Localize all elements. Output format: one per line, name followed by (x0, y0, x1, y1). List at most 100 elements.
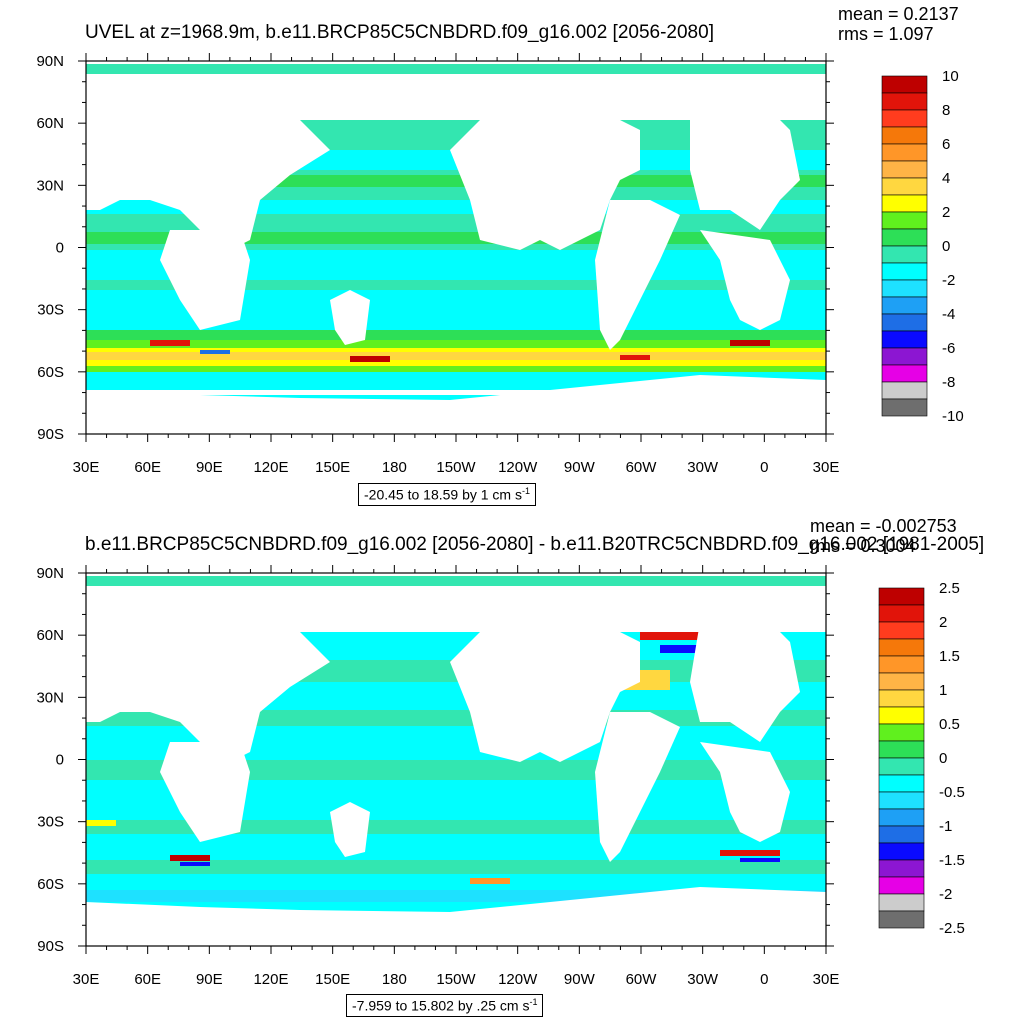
colorbar-label: 10 (942, 68, 959, 85)
colorbar-box (878, 808, 925, 827)
colorbar-label: -4 (942, 306, 955, 323)
colorbar-label: -2.5 (939, 920, 965, 937)
x-tick-label: 30E (73, 971, 100, 988)
x-tick-label: 120E (253, 459, 288, 476)
colorbar-box (878, 825, 925, 844)
colorbar-label: -8 (942, 374, 955, 391)
colorbar-box (878, 638, 925, 657)
colorbar-box (878, 604, 925, 623)
colorbar-label: -10 (942, 408, 964, 425)
panel2-axes: 30E 60E 90E 120E 150E 180 150W 120W 90W 60W 30W 0 30… (36, 565, 839, 988)
colorbar-box (878, 723, 925, 742)
panel1-axes: 30E 60E 90E 120E 150E 180 150W 120W 90W 60W 30W 0 30… (36, 53, 839, 476)
colorbar-box (878, 910, 925, 929)
x-tick-label: 90E (196, 971, 223, 988)
y-tick-label: 30S (37, 814, 64, 831)
y-tick-label: 30N (36, 177, 64, 194)
colorbar-box (878, 859, 925, 878)
x-tick-label: 30W (687, 971, 719, 988)
panel1-rms: rms = 1.097 (838, 24, 934, 44)
x-tick-label: 60W (626, 459, 658, 476)
colorbar-box (878, 706, 925, 725)
x-tick-label: 150E (315, 971, 350, 988)
x-tick-label: 90W (564, 459, 596, 476)
x-tick-label: 180 (382, 971, 407, 988)
colorbar-label: 8 (942, 102, 950, 119)
x-tick-label: 30E (73, 459, 100, 476)
colorbar-label: 6 (942, 136, 950, 153)
x-tick-label: 60E (134, 459, 161, 476)
x-tick-label: 30W (687, 459, 719, 476)
y-tick-label: 60S (37, 364, 64, 381)
y-tick-label: 90N (36, 53, 64, 70)
colorbar-label: 0 (942, 238, 950, 255)
colorbar-box (878, 672, 925, 691)
colorbar-box (878, 587, 925, 606)
colorbar-label: 4 (942, 170, 950, 187)
y-tick-label: 60N (36, 115, 64, 132)
colorbar-label: -2 (942, 272, 955, 289)
colorbar-box (878, 740, 925, 759)
panel2-range-sup: -1 (529, 997, 538, 1007)
colorbar-label: 0 (939, 750, 947, 767)
panel1-title: UVEL at z=1968.9m, b.e11.BRCP85C5CNBDRD.… (85, 22, 714, 43)
colorbar-box (878, 893, 925, 912)
colorbar-label: 2.5 (939, 580, 960, 597)
colorbar-box (878, 655, 925, 674)
panel2-mean: mean = -0.002753 (810, 516, 957, 536)
colorbar-label: 2 (942, 204, 950, 221)
colorbar-box (878, 757, 925, 776)
y-tick-label: 60S (37, 876, 64, 893)
y-tick-label: 90S (37, 938, 64, 955)
panel1-range-sup: -1 (521, 486, 530, 496)
x-tick-label: 120E (253, 971, 288, 988)
panel2-rms: rms = 0.3004 (810, 536, 916, 556)
y-tick-label: 0 (56, 240, 64, 257)
y-tick-label: 0 (56, 752, 64, 769)
x-tick-label: 120W (498, 971, 538, 988)
panel1-range-text: -20.45 to 18.59 by 1 cm s (364, 486, 522, 503)
x-tick-label: 90W (564, 971, 596, 988)
x-tick-label: 0 (760, 971, 768, 988)
colorbar-label: 1 (939, 682, 947, 699)
x-tick-label: 150E (315, 459, 350, 476)
colorbar-label: 1.5 (939, 648, 960, 665)
panel2-colorbar: 2.5 2 1.5 1 0.5 0 -0.5 -1 -1.5 -2 -2.5 (878, 580, 965, 937)
panel2-range-text: -7.959 to 15.802 by .25 cm s (352, 997, 530, 1014)
panel1-colorbar: 10 8 6 4 2 0 -2 -4 -6 -8 -10 (881, 68, 964, 425)
x-tick-label: 150W (436, 971, 476, 988)
colorbar-label: -2 (939, 886, 952, 903)
colorbar-label: -1 (939, 818, 952, 835)
colorbar-label: 2 (939, 614, 947, 631)
x-tick-label: 30E (813, 459, 840, 476)
y-tick-label: 90S (37, 426, 64, 443)
colorbar-label: -6 (942, 340, 955, 357)
colorbar-box (878, 774, 925, 793)
panel2-title: b.e11.BRCP85C5CNBDRD.f09_g16.002 [2056-2… (85, 534, 985, 555)
x-tick-label: 180 (382, 459, 407, 476)
y-tick-label: 60N (36, 627, 64, 644)
colorbar-box (881, 398, 928, 417)
panel1-land (86, 74, 826, 434)
x-tick-label: 120W (498, 459, 538, 476)
x-tick-label: 30E (813, 971, 840, 988)
x-tick-label: 90E (196, 459, 223, 476)
x-tick-label: 0 (760, 459, 768, 476)
colorbar-box (878, 689, 925, 708)
x-tick-label: 60E (134, 971, 161, 988)
panel1-range-box: -20.45 to 18.59 by 1 cm s-1 (358, 483, 536, 506)
colorbar-label: -1.5 (939, 852, 965, 869)
panel2-land (86, 586, 826, 946)
colorbar-box (878, 791, 925, 810)
colorbar-label: 0.5 (939, 716, 960, 733)
colorbar-box (878, 842, 925, 861)
y-tick-label: 30N (36, 689, 64, 706)
panel1-mean: mean = 0.2137 (838, 4, 959, 24)
colorbar-box (878, 876, 925, 895)
y-tick-label: 90N (36, 565, 64, 582)
y-tick-label: 30S (37, 302, 64, 319)
colorbar-label: -0.5 (939, 784, 965, 801)
panel2-range-box: -7.959 to 15.802 by .25 cm s-1 (346, 994, 544, 1017)
